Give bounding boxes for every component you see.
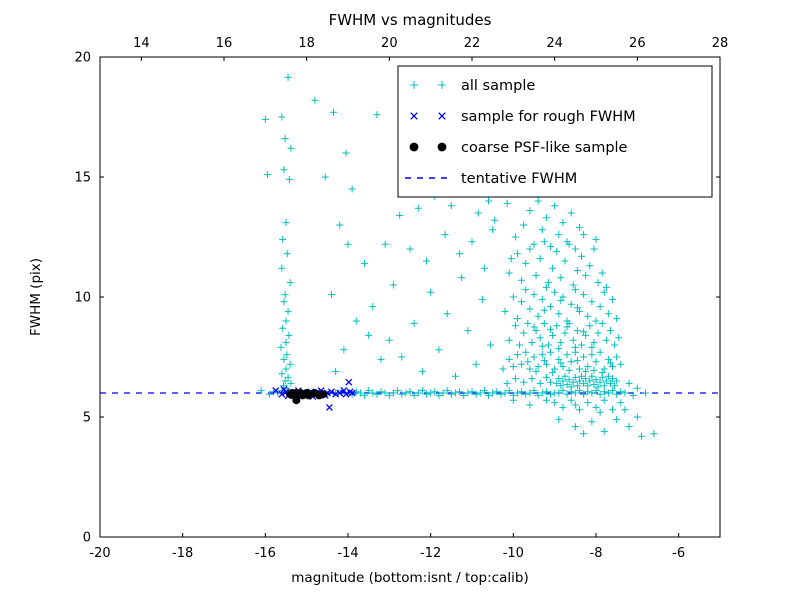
x2-tick-label: 14	[133, 36, 150, 51]
legend-label: tentative FWHM	[461, 171, 577, 187]
x-tick-label: -14	[337, 546, 358, 561]
x2-tick-label: 28	[712, 36, 729, 51]
x2-tick-label: 24	[546, 36, 563, 51]
y-tick-label: 15	[74, 171, 91, 186]
y-tick-label: 0	[83, 531, 91, 546]
y-axis-label: FWHM (pix)	[28, 258, 44, 336]
x-tick-label: -18	[172, 546, 193, 561]
x2-tick-label: 18	[298, 36, 315, 51]
y-tick-label: 20	[74, 51, 91, 66]
legend-label: all sample	[461, 78, 535, 94]
legend-label: coarse PSF-like sample	[461, 140, 628, 156]
x-tick-label: -20	[89, 546, 110, 561]
y-tick-label: 10	[74, 291, 91, 306]
x2-tick-label: 26	[629, 36, 646, 51]
chart-title: FWHM vs magnitudes	[329, 11, 492, 29]
y-tick-label: 5	[83, 411, 91, 426]
legend: all sample sample for rough FWHM coarse PS…	[397, 65, 713, 198]
legend-box	[397, 65, 713, 198]
legend-label: sample for rough FWHM	[461, 109, 636, 125]
x-tick-label: -10	[503, 546, 524, 561]
x2-tick-label: 20	[381, 36, 398, 51]
x-axis-label: magnitude (bottom:isnt / top:calib)	[291, 570, 528, 586]
x2-tick-label: 16	[216, 36, 233, 51]
x-tick-label: -16	[255, 546, 276, 561]
x-tick-label: -8	[590, 546, 603, 561]
x-tick-label: -6	[672, 546, 685, 561]
axis-ticks: -20 -18 -16 -14 -12 -10 -8 -6 14 16 18 20 22 24 26 28 0 5…	[74, 36, 728, 561]
x2-tick-label: 22	[464, 36, 481, 51]
x-tick-label: -12	[420, 546, 441, 561]
series-coarse-psf-like-sample	[286, 389, 328, 405]
